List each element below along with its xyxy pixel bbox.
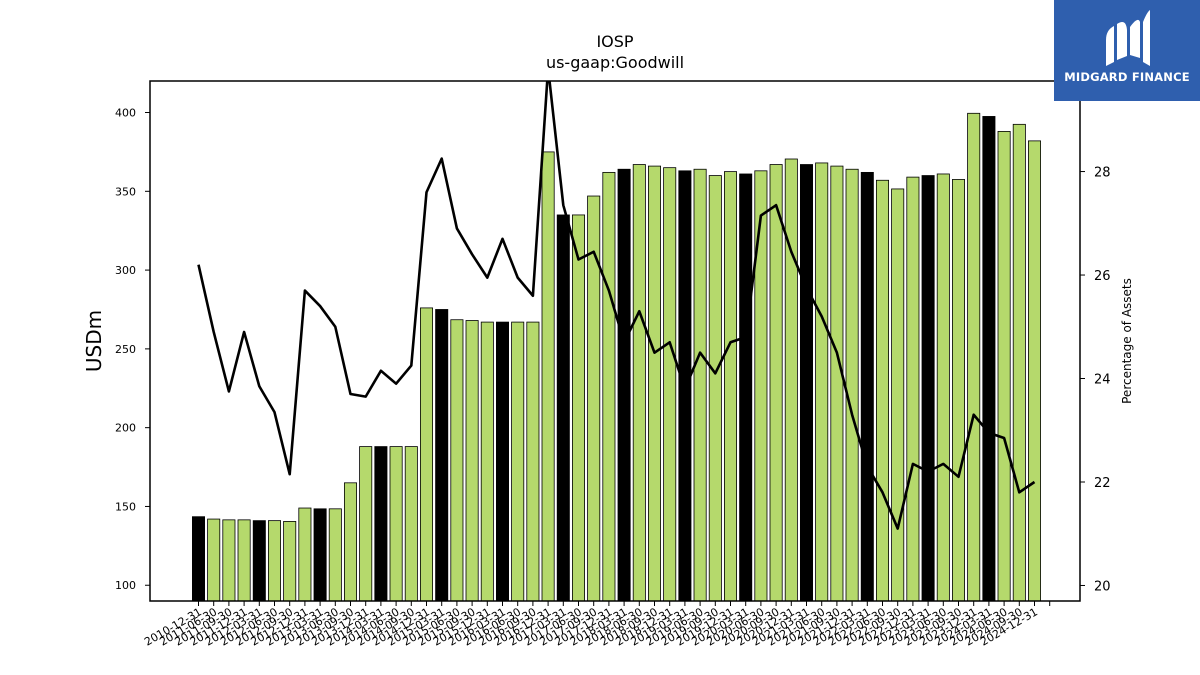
- percentage-line: [197, 81, 1036, 530]
- bar: [283, 521, 297, 602]
- bar: [1028, 140, 1042, 602]
- bar: [541, 151, 555, 602]
- y-tick-label: 250: [115, 343, 136, 356]
- midgard-logo-icon: [1106, 10, 1150, 66]
- y-tick-label: 150: [115, 500, 136, 513]
- bar: [526, 321, 540, 602]
- bar: [572, 214, 586, 602]
- y-tick-label: 400: [115, 107, 136, 120]
- bar: [860, 171, 874, 602]
- bar: [739, 173, 753, 602]
- bar: [632, 164, 646, 602]
- bar: [343, 482, 357, 602]
- bar: [693, 168, 707, 602]
- bar: [511, 321, 525, 602]
- bar: [191, 516, 205, 602]
- y-tick-label: 200: [115, 422, 136, 435]
- bar: [556, 214, 570, 602]
- y2-tick-label: 22: [1094, 476, 1111, 491]
- y2-axis-label: Percentage of Assets: [1120, 278, 1134, 404]
- bar: [435, 309, 449, 602]
- bar: [845, 168, 859, 602]
- y-tick-label: 300: [115, 264, 136, 277]
- bar: [982, 116, 996, 602]
- bar: [374, 446, 388, 602]
- bar: [830, 165, 844, 602]
- bar: [952, 179, 966, 602]
- bar: [252, 520, 266, 602]
- y-tick-label: 100: [115, 579, 136, 592]
- bar: [648, 165, 662, 602]
- bar: [724, 171, 738, 602]
- bar: [267, 520, 281, 602]
- bar: [237, 519, 251, 602]
- bar: [359, 446, 373, 602]
- bar: [313, 508, 327, 602]
- bar: [222, 519, 236, 602]
- midgard-finance-logo: MIDGARD FINANCE: [1054, 0, 1200, 101]
- bar: [207, 518, 221, 602]
- bar: [967, 112, 981, 602]
- bar: [784, 158, 798, 602]
- bar: [936, 173, 950, 602]
- bar: [906, 176, 920, 602]
- bar: [663, 167, 677, 602]
- bar: [389, 446, 403, 602]
- y2-tick-label: 20: [1094, 579, 1111, 594]
- y2-tick-label: 24: [1094, 373, 1111, 388]
- bar: [602, 171, 616, 602]
- bar: [876, 179, 890, 602]
- y-axis-label: USDm: [82, 310, 106, 372]
- y2-tick-label: 28: [1094, 166, 1111, 181]
- y2-tick-label: 26: [1094, 269, 1111, 284]
- bar: [815, 162, 829, 602]
- logo-text: MIDGARD FINANCE: [1064, 70, 1190, 84]
- chart-subtitle: us-gaap:Goodwill: [545, 53, 685, 72]
- bar: [800, 164, 814, 602]
- bar: [997, 131, 1011, 602]
- bar: [450, 319, 464, 602]
- bar: [921, 175, 935, 602]
- bar: [495, 321, 509, 602]
- bar: [708, 175, 722, 602]
- bar: [617, 168, 631, 602]
- bar: [404, 446, 418, 602]
- bar: [754, 170, 768, 602]
- bar: [328, 508, 342, 602]
- bar: [298, 507, 312, 602]
- bar: [480, 321, 494, 602]
- chart-title: IOSP: [596, 32, 634, 51]
- bar: [891, 188, 905, 602]
- plot-frame: [149, 80, 1081, 602]
- bar: [465, 320, 479, 602]
- bar: [587, 195, 601, 602]
- bar: [1012, 123, 1026, 602]
- bar: [769, 164, 783, 602]
- bar: [419, 307, 433, 602]
- y-tick-label: 350: [115, 185, 136, 198]
